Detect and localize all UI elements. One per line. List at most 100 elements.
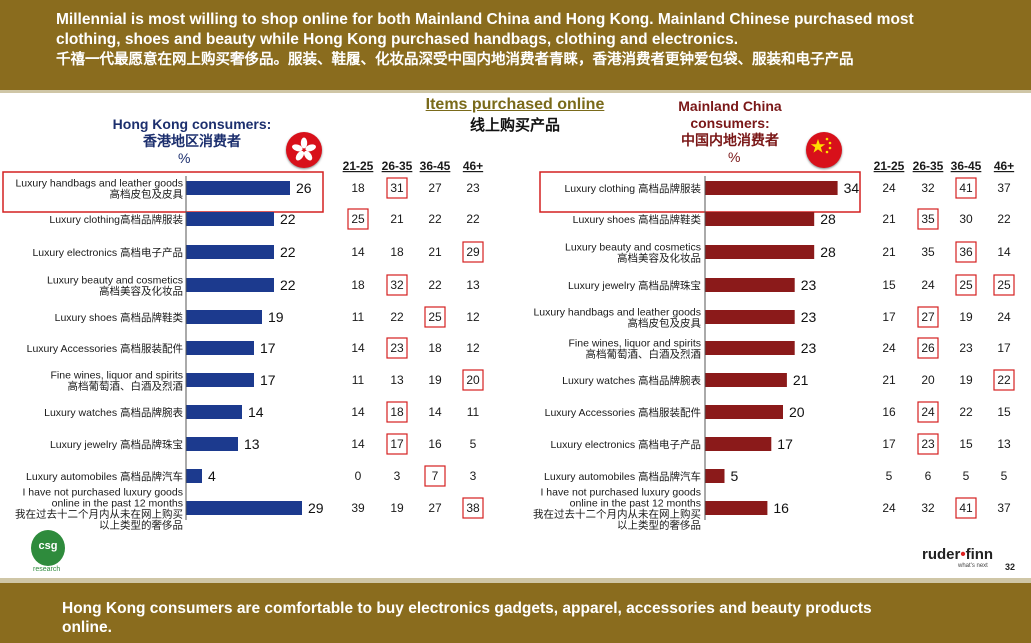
cn-category-label: Luxury watches 高档品牌腕表 [562,374,701,387]
cn-age-header: 26-35 [913,159,944,173]
cn-age-value: 24 [882,181,896,195]
cn-age-value: 21 [882,212,896,226]
cn-age-value: 21 [882,245,896,259]
hk-category-label: Luxury handbags and leather goods [15,178,183,190]
cn-age-value: 22 [959,405,973,419]
hk-bar-value: 17 [260,372,276,388]
cn-age-highlight-box [917,337,939,359]
hk-age-value: 23 [466,181,480,195]
cn-bar-value: 23 [801,309,817,325]
hk-age-value: 38 [466,501,480,515]
hk-bar [186,212,274,226]
cn-bar-value: 23 [801,277,817,293]
cn-age-value: 5 [886,469,893,483]
cn-category-label: Luxury electronics 高档电子产品 [550,438,701,451]
hk-age-value: 3 [470,469,477,483]
cn-category-label: I have not purchased luxury goods [540,487,701,499]
footer-banner: Hong Kong consumers are comfortable to b… [0,583,1031,643]
hk-age-value: 22 [390,310,404,324]
cn-age-value: 15 [882,278,896,292]
hk-category-label: Fine wines, liquor and spirits [51,370,183,382]
hk-age-highlight-box [462,241,484,263]
hk-category-label: Luxury jewelry 高档品牌珠宝 [50,438,183,451]
center-title: Items purchased online 线上购买产品 [400,96,630,135]
cn-age-value: 41 [959,181,973,195]
hk-age-value: 22 [428,212,442,226]
cn-bar [705,469,725,483]
hk-age-value: 19 [428,373,442,387]
cn-bar [705,310,795,324]
cn-age-value: 32 [921,501,935,515]
cn-age-value: 15 [959,437,973,451]
hk-bar [186,341,254,355]
hk-age-highlight-box [462,497,484,519]
hk-category-label: Luxury clothing高档品牌服装 [49,213,183,226]
china-flag-icon [806,132,842,168]
hk-age-value: 18 [390,245,404,259]
cn-bar [705,278,795,292]
hk-age-value: 25 [351,212,365,226]
hk-category-label: Luxury Accessories 高档服装配件 [27,342,183,355]
hk-age-value: 13 [390,373,404,387]
hk-bar [186,310,262,324]
hk-age-value: 23 [390,341,404,355]
cn-age-highlight-box [917,433,939,455]
hk-age-value: 11 [352,373,365,387]
hk-bar-value: 22 [280,277,296,293]
hk-panel-title: Hong Kong consumers: 香港地区消费者 % [100,116,284,167]
hk-category-label: 以上类型的奢侈品 [99,519,183,532]
cn-bar-value: 23 [801,340,817,356]
hk-age-value: 17 [390,437,404,451]
cn-highlight-box [539,171,861,213]
hk-age-value: 3 [394,469,401,483]
hk-age-value: 14 [351,341,365,355]
hk-age-value: 18 [428,341,442,355]
hk-category-label: Luxury beauty and cosmetics [47,275,183,287]
cn-age-header: 46+ [994,159,1014,173]
hk-bar-value: 17 [260,340,276,356]
cn-age-value: 5 [1001,469,1008,483]
cn-age-header: 21-25 [874,159,905,173]
hk-age-value: 21 [428,245,442,259]
hk-age-value: 7 [432,469,439,483]
cn-age-value: 32 [921,181,935,195]
hk-bar [186,469,202,483]
hk-category-label: Luxury automobiles 高档品牌汽车 [26,470,183,483]
hk-age-header: 21-25 [343,159,374,173]
cn-title-unit: % [728,149,741,165]
hk-bar [186,373,254,387]
page-number: 32 [1005,562,1016,572]
cn-age-highlight-box [917,401,939,423]
cn-age-value: 37 [997,181,1011,195]
hk-age-highlight-box [386,274,408,296]
hk-highlight-box [2,171,324,213]
header-line-2: clothing, shoes and beauty while Hong Ko… [56,31,739,48]
hk-bar [186,437,238,451]
hk-age-value: 12 [466,310,480,324]
hk-age-value: 31 [390,181,404,195]
hk-bar [186,501,302,515]
cn-age-highlight-box [955,177,977,199]
hk-age-value: 13 [466,278,480,292]
cn-bar-value: 17 [777,436,793,452]
hk-title-unit: % [178,150,191,166]
divider-bottom [0,578,1031,583]
cn-age-header: 36-45 [951,159,982,173]
cn-age-value: 19 [959,373,973,387]
cn-bar [705,341,795,355]
cn-category-label: 高档美容及化妆品 [617,252,701,265]
hk-age-value: 20 [466,373,480,387]
hk-age-value: 12 [466,341,480,355]
brand-name-b: finn [965,546,994,563]
hk-age-highlight-box [386,337,408,359]
cn-age-value: 36 [959,245,973,259]
hk-bar-value: 13 [244,436,260,452]
hk-age-value: 14 [351,405,365,419]
hk-category-label: Luxury shoes 高档品牌鞋类 [55,311,184,324]
cn-age-highlight-box [993,274,1015,296]
cn-age-value: 22 [997,212,1011,226]
hk-age-value: 22 [428,278,442,292]
cn-age-value: 17 [997,341,1011,355]
cn-category-label: 以上类型的奢侈品 [617,519,701,532]
